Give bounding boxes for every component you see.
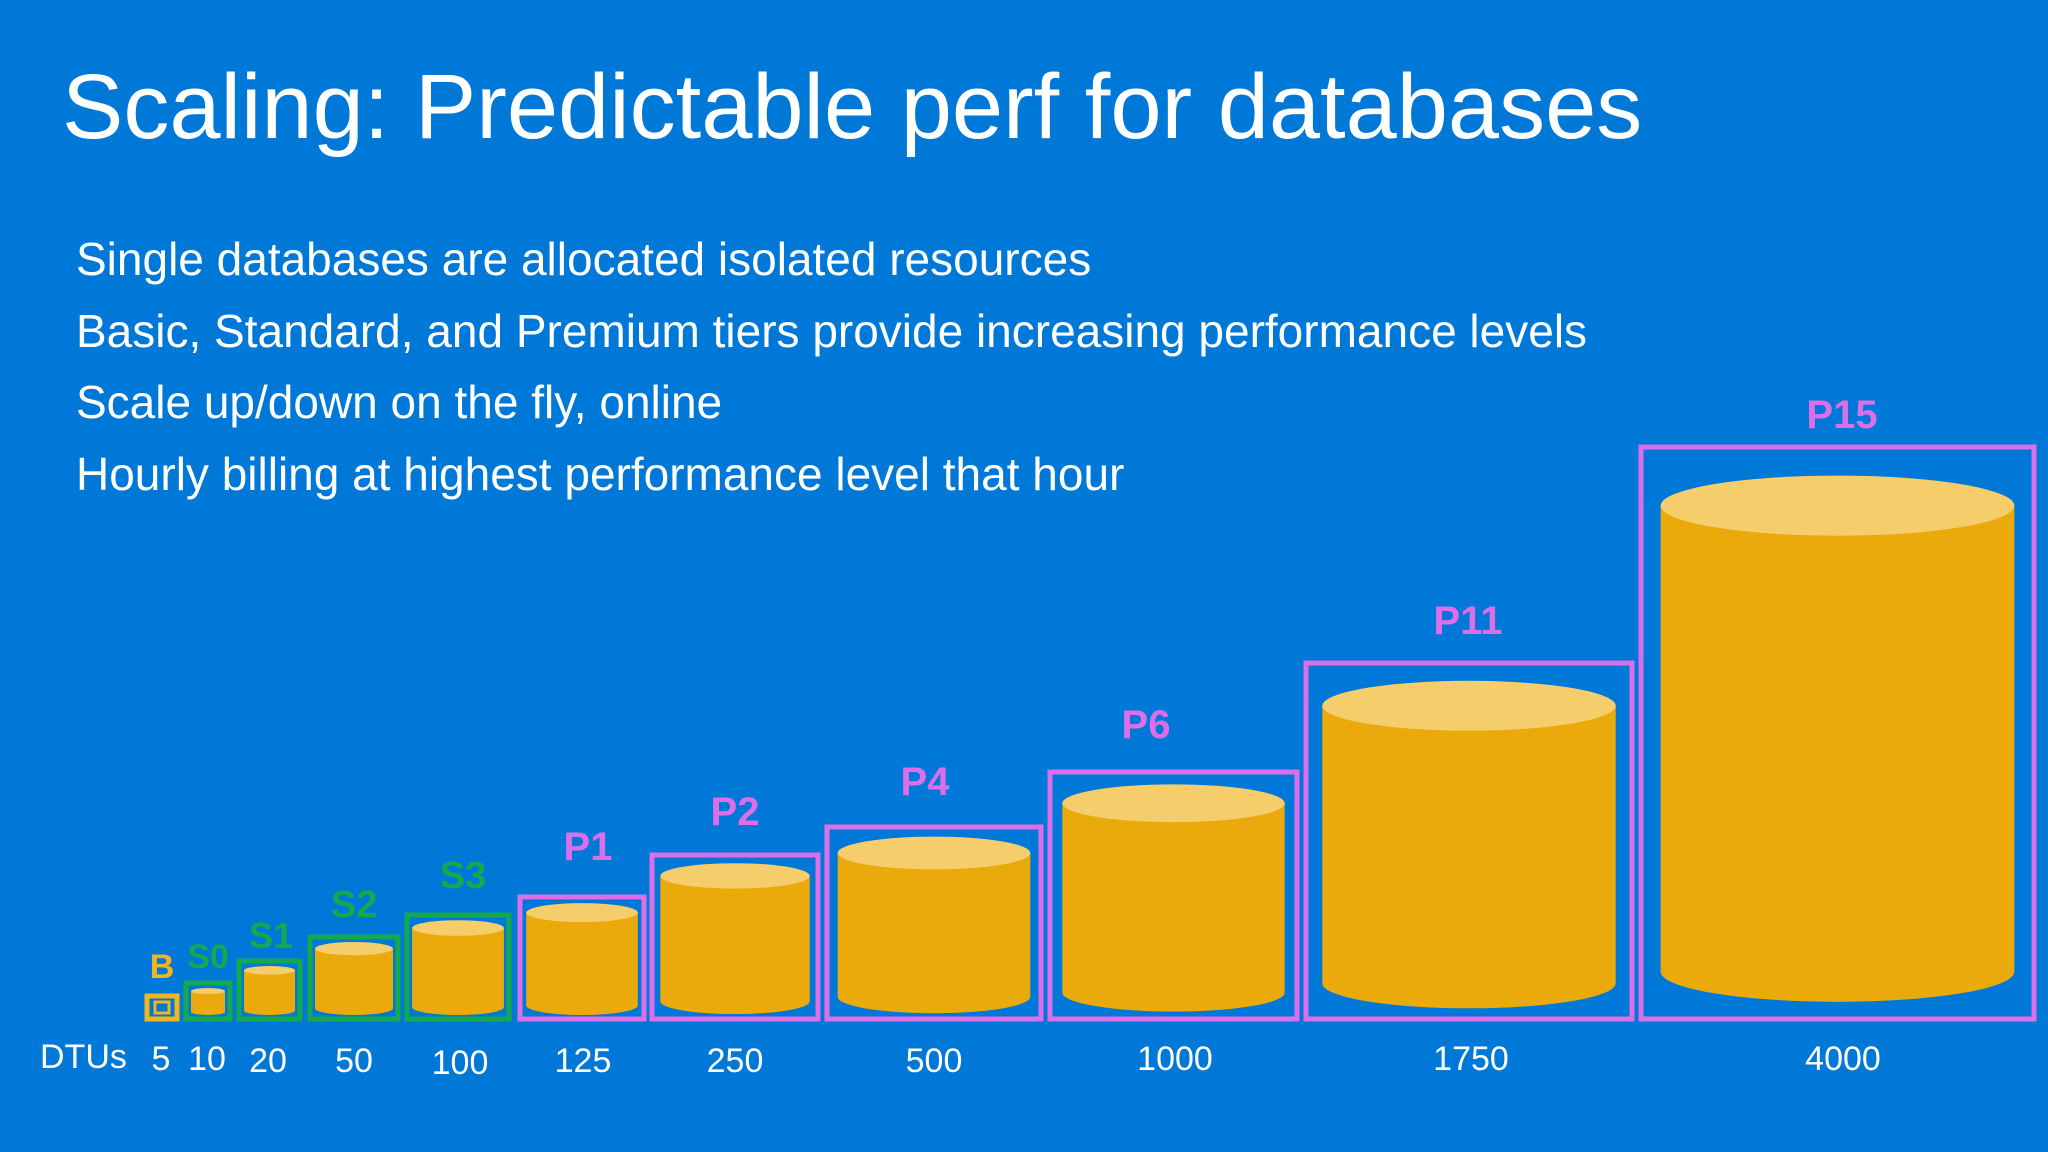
database-cylinder-s3 [412, 920, 504, 1016]
tier-label-p2: P2 [711, 790, 760, 834]
tier-p1: P1 125 [517, 825, 647, 1080]
tier-box-p15 [1638, 444, 2037, 1022]
tier-box-s1 [236, 958, 303, 1022]
database-cylinder-s1 [244, 966, 295, 1015]
tier-label-b: B [150, 948, 175, 986]
tier-box-p1 [517, 894, 647, 1022]
tier-box-p11 [1303, 660, 1635, 1022]
dtu-value-p6: 1000 [1137, 1040, 1213, 1078]
tier-box-s0 [183, 980, 233, 1022]
tier-s0: S0 10 [183, 938, 233, 1078]
tier-box-p6 [1047, 769, 1300, 1022]
bullet-2: Basic, Standard, and Premium tiers provi… [76, 305, 1587, 357]
database-cylinder-p11 [1322, 680, 1616, 1009]
bullet-1: Single databases are allocated isolated … [76, 233, 1091, 285]
database-cylinder-p4 [837, 836, 1031, 1014]
tier-p6: P6 1000 [1047, 703, 1300, 1078]
tier-p11: P11 1750 [1303, 599, 1635, 1078]
tier-box-b [144, 993, 180, 1022]
tier-box-p2 [649, 852, 821, 1022]
dtu-axis-label: DTUs [40, 1038, 127, 1076]
database-icon-b [153, 1000, 171, 1015]
tier-b: B5 [144, 948, 180, 1078]
database-cylinder-s0 [191, 988, 225, 1015]
bullet-4: Hourly billing at highest performance le… [76, 448, 1124, 500]
dtu-value-p4: 500 [906, 1042, 963, 1080]
database-cylinder-s2 [315, 942, 393, 1015]
tier-label-p15: P15 [1806, 393, 1877, 437]
slide-title: Scaling: Predictable perf for databases [62, 56, 1642, 158]
dtu-value-b: 5 [152, 1040, 171, 1078]
dtu-value-s0: 10 [188, 1040, 226, 1078]
tier-p4: P4 500 [824, 760, 1044, 1080]
dtu-value-p15: 4000 [1805, 1040, 1881, 1078]
tier-box-s2 [307, 934, 401, 1022]
tier-label-p6: P6 [1122, 703, 1171, 747]
tier-s1: S1 20 [236, 915, 303, 1080]
dtu-value-s1: 20 [249, 1042, 287, 1080]
dtu-value-p1: 125 [555, 1042, 612, 1080]
tier-p15: P15 4000 [1638, 393, 2037, 1078]
tier-label-p4: P4 [901, 760, 951, 804]
tier-s3: S3 100 [404, 855, 512, 1082]
database-cylinder-p6 [1062, 784, 1285, 1012]
tier-label-p11: P11 [1434, 599, 1503, 643]
tier-box-s3 [404, 912, 512, 1022]
database-cylinder-p15 [1660, 475, 2015, 1002]
tier-s2: S2 50 [307, 884, 401, 1080]
bullet-3: Scale up/down on the fly, online [76, 376, 722, 428]
tier-box-p4 [824, 824, 1044, 1022]
dtu-value-s2: 50 [335, 1042, 373, 1080]
tier-label-s0: S0 [187, 938, 229, 976]
tier-label-s1: S1 [249, 915, 293, 956]
database-cylinder-p2 [660, 863, 810, 1015]
dtu-value-p2: 250 [707, 1042, 764, 1080]
dtu-value-s3: 100 [432, 1044, 489, 1082]
database-cylinder-p1 [526, 903, 638, 1015]
tier-label-s2: S2 [331, 884, 377, 926]
dtu-value-p11: 1750 [1433, 1040, 1509, 1078]
tier-p2: P2 250 [649, 790, 821, 1080]
tiers-layer: B5S010S120S250S3100P1125P2250P4500P61000… [144, 393, 2037, 1082]
tier-label-s3: S3 [440, 855, 486, 897]
tier-label-p1: P1 [564, 825, 613, 869]
